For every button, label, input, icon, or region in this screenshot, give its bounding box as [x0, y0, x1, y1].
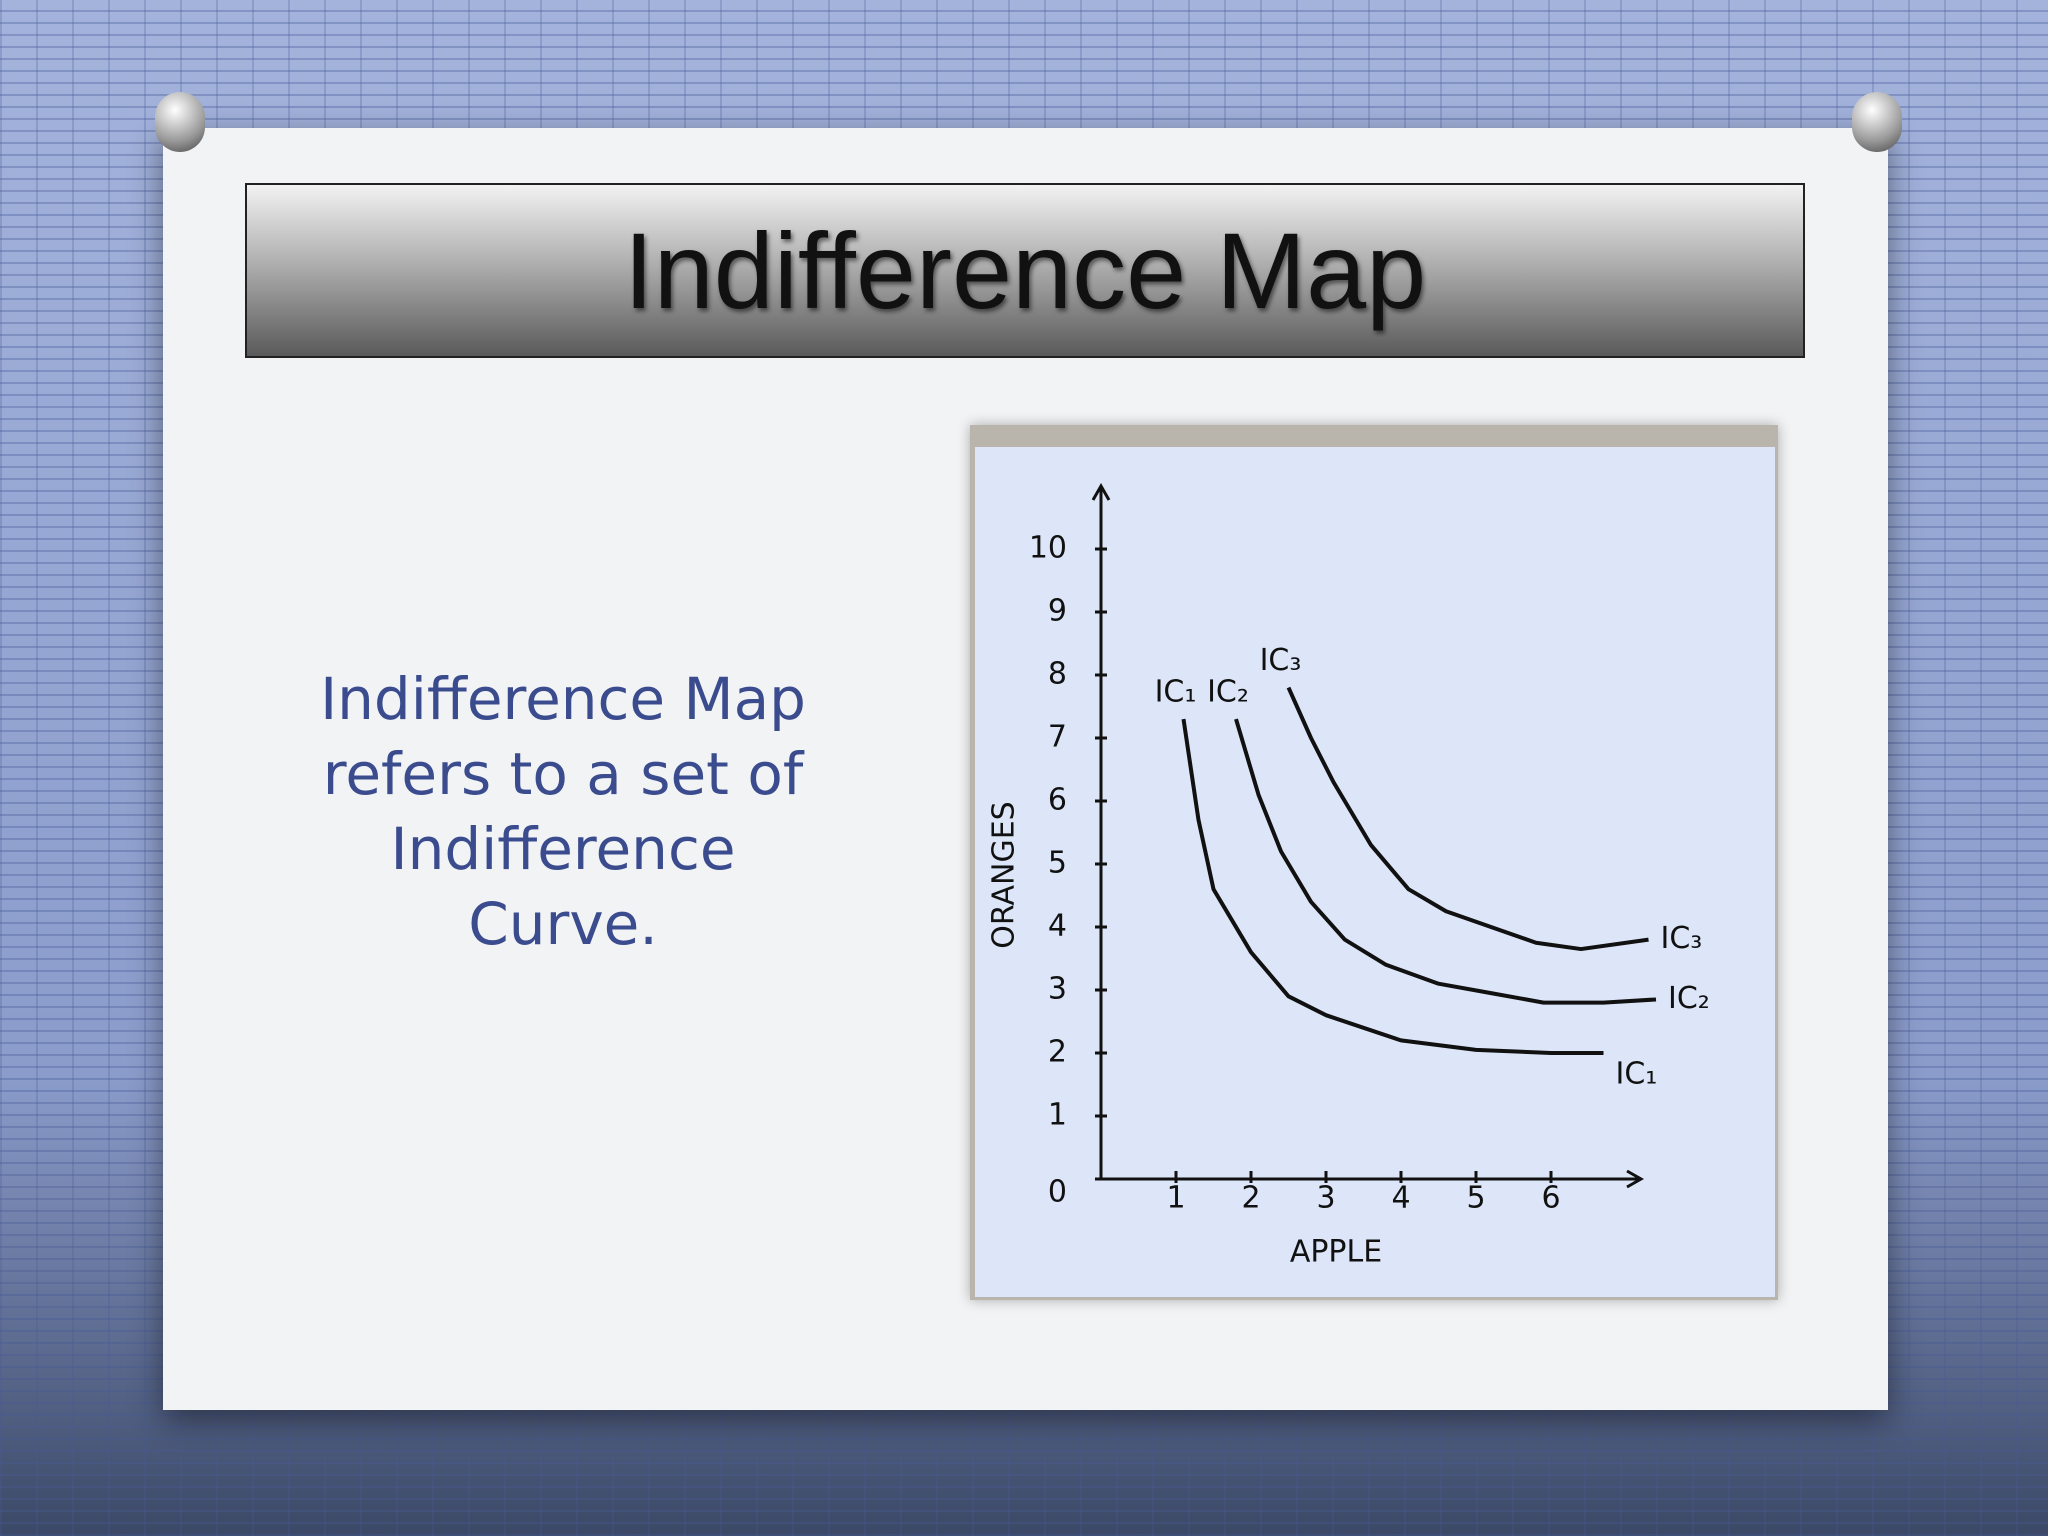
- x-tick-label: 6: [1541, 1181, 1560, 1216]
- curve-label: IC₂: [1668, 981, 1710, 1016]
- indifference-curve: [1234, 718, 1657, 1005]
- x-tick-label: 2: [1241, 1181, 1260, 1216]
- y-tick-label: 1: [1048, 1098, 1067, 1133]
- chart-background: [975, 447, 1775, 1297]
- y-tick-label: 5: [1048, 846, 1067, 881]
- x-tick-label: 3: [1316, 1181, 1335, 1216]
- curve-label: IC₁: [1155, 675, 1197, 710]
- y-axis-label: ORANGES: [987, 801, 1022, 948]
- x-tick-label: 1: [1166, 1181, 1185, 1216]
- pin: [1852, 92, 1902, 152]
- y-tick-label: 0: [1048, 1175, 1067, 1210]
- curve-label: IC₃: [1260, 643, 1302, 678]
- indifference-curve: [1181, 718, 1604, 1055]
- x-tick-label: 4: [1391, 1181, 1410, 1216]
- y-tick-label: 8: [1048, 657, 1067, 692]
- x-axis-label: APPLE: [1290, 1235, 1382, 1270]
- y-tick-label: 9: [1048, 594, 1067, 629]
- curve-label: IC₁: [1616, 1057, 1658, 1092]
- x-tick-label: 5: [1466, 1181, 1485, 1216]
- curve-label: IC₂: [1207, 675, 1249, 710]
- title-bar: Indifference Map: [245, 183, 1805, 358]
- y-tick-label: 3: [1048, 972, 1067, 1007]
- y-axis: [1091, 482, 1111, 1179]
- y-tick-label: 6: [1048, 783, 1067, 818]
- curve-label: IC₃: [1661, 921, 1703, 956]
- slide-title: Indifference Map: [623, 210, 1427, 331]
- y-tick-label: 7: [1048, 720, 1067, 755]
- y-tick-label: 4: [1048, 909, 1067, 944]
- body-text: Indifference Map refers to a set of Indi…: [320, 665, 806, 958]
- indifference-curve: [1286, 686, 1649, 952]
- pin: [155, 92, 205, 152]
- y-tick-label: 2: [1048, 1035, 1067, 1070]
- y-tick-label: 10: [1029, 531, 1067, 566]
